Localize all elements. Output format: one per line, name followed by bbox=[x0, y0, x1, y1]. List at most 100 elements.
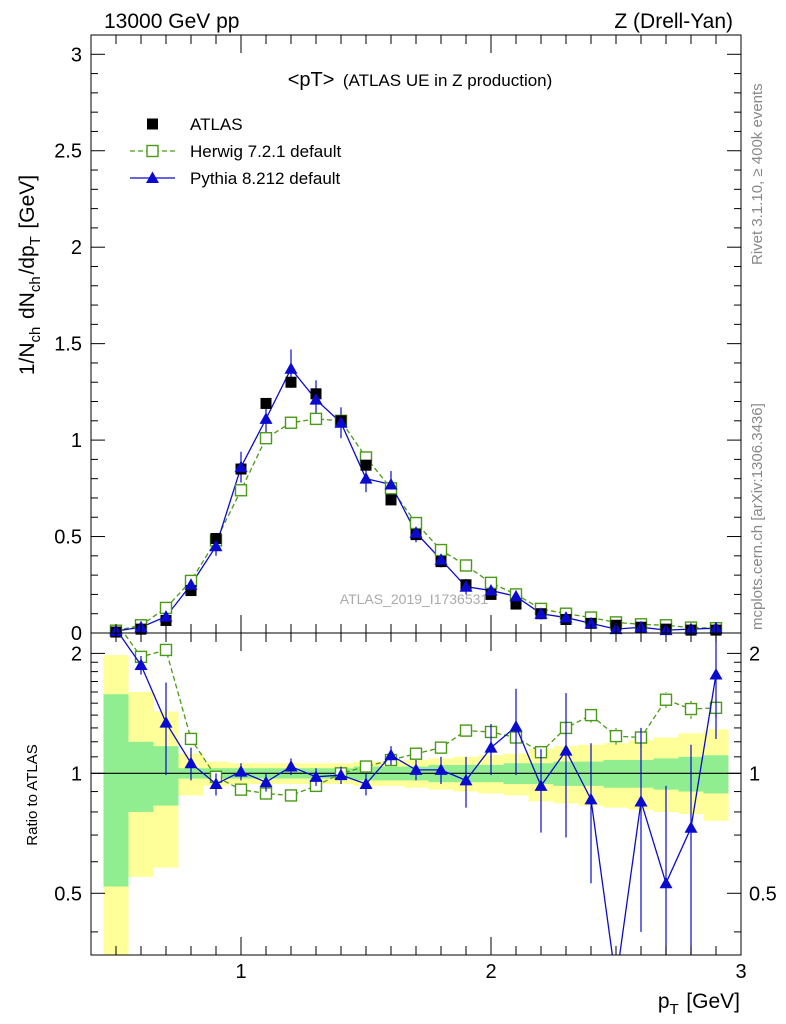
pythia-ratio-marker bbox=[559, 744, 573, 756]
main-y-tick-label: 1.5 bbox=[54, 334, 82, 356]
pythia-ratio-marker bbox=[584, 792, 598, 805]
legend: ATLAS Herwig 7.2.1 default Pythia 8.212 de… bbox=[130, 115, 341, 188]
main-y-tick-label: 2.5 bbox=[54, 141, 82, 163]
herwig-ratio-marker bbox=[234, 783, 248, 796]
herwig-ratio-marker bbox=[459, 724, 473, 737]
atlas-marker bbox=[360, 459, 372, 471]
atlas-marker bbox=[210, 532, 222, 544]
herwig-ratio-marker bbox=[284, 789, 298, 802]
legend-item-atlas: ATLAS bbox=[147, 115, 243, 134]
ratio-series-group bbox=[109, 633, 723, 987]
pythia-ratio-marker bbox=[359, 777, 373, 790]
herwig-marker bbox=[284, 416, 298, 429]
pythia-ratio-marker bbox=[534, 779, 548, 791]
pythia-ratio-marker bbox=[659, 876, 673, 889]
herwig-ratio-marker bbox=[184, 732, 198, 746]
pythia-marker bbox=[184, 578, 198, 590]
pythia-marker bbox=[234, 460, 248, 473]
pythia-marker bbox=[334, 416, 348, 428]
pythia-ratio-marker bbox=[434, 763, 448, 775]
pythia-marker bbox=[459, 580, 473, 592]
plot-title-main: <pT> bbox=[288, 69, 335, 91]
pythia-marker bbox=[434, 553, 448, 565]
pythia-marker bbox=[534, 607, 548, 619]
pythia-ratio-marker bbox=[159, 716, 173, 728]
process-label: Z (Drell-Yan) bbox=[614, 10, 733, 33]
pythia-ratio-marker bbox=[134, 658, 148, 671]
pythia-ratio-marker bbox=[209, 777, 223, 790]
analysis-watermark: ATLAS_2019_I1736531 bbox=[340, 591, 489, 607]
atlas-marker bbox=[185, 585, 197, 597]
pythia-marker bbox=[159, 610, 173, 622]
mcplots-side-label: mcplots.cern.ch [arXiv:1306.3436] bbox=[749, 403, 766, 630]
herwig-ratio-marker bbox=[659, 693, 673, 706]
pythia-ratio-marker bbox=[484, 741, 498, 753]
herwig-ratio-marker bbox=[409, 747, 423, 760]
legend-label: ATLAS bbox=[190, 115, 243, 134]
pythia-marker bbox=[484, 584, 498, 596]
pythia-ratio-marker bbox=[509, 720, 523, 732]
uncertainty-band-inner bbox=[703, 755, 729, 794]
herwig-ratio-marker bbox=[359, 760, 373, 773]
ratio-y-tick-label-right: 0.5 bbox=[749, 883, 777, 905]
legend-herwig-marker bbox=[146, 144, 159, 158]
legend-item-herwig: Herwig 7.2.1 default bbox=[130, 142, 341, 161]
pythia-marker bbox=[209, 539, 223, 552]
pythia-marker bbox=[409, 526, 423, 538]
legend-atlas-marker bbox=[147, 118, 158, 130]
herwig-ratio-marker bbox=[584, 708, 598, 722]
herwig-ratio-marker bbox=[434, 741, 448, 754]
main-plot-panel: 0 0.5 1 1.5 2 2.5 3 1/Nch dNch /dpT [GeV] <pT>… bbox=[16, 34, 742, 645]
pythia-marker bbox=[259, 412, 273, 424]
pythia-marker bbox=[309, 393, 323, 405]
atlas-marker bbox=[385, 494, 397, 506]
main-y-tick-label: 0 bbox=[71, 623, 82, 645]
main-y-axis-label: 1/Nch dNch /dpT [GeV] bbox=[16, 175, 44, 375]
uncertainty-band-inner bbox=[128, 741, 154, 812]
main-y-tick-label: 0.5 bbox=[54, 527, 82, 549]
pythia-marker bbox=[584, 616, 598, 629]
herwig-marker bbox=[309, 412, 323, 426]
atlas-marker bbox=[260, 397, 272, 409]
rivet-side-label: Rivet 3.1.10, ≥ 400k events bbox=[749, 83, 766, 265]
ratio-y-tick-label-left: 1 bbox=[71, 763, 82, 785]
plot-title: <pT> (ATLAS UE in Z production) bbox=[288, 69, 553, 91]
atlas-marker bbox=[510, 598, 522, 610]
pythia-ratio-marker bbox=[634, 794, 648, 807]
pythia-ratio-marker bbox=[384, 748, 398, 761]
ratio-plot-panel: 0.5 0.5 1 1 2 2 1 2 3 Ratio to ATLAS pT [GeV] bbox=[24, 632, 777, 1018]
ratio-y-tick-label-right: 1 bbox=[749, 763, 760, 785]
legend-label: Herwig 7.2.1 default bbox=[190, 142, 341, 161]
energy-label: 13000 GeV pp bbox=[104, 10, 239, 33]
herwig-marker bbox=[459, 559, 473, 572]
pythia-ratio-marker bbox=[684, 821, 698, 833]
pythia-marker bbox=[559, 611, 573, 623]
pythia-marker bbox=[359, 472, 373, 484]
legend-label: Pythia 8.212 default bbox=[190, 169, 341, 188]
atlas-marker bbox=[285, 376, 297, 388]
pythia-ratio-marker bbox=[709, 668, 723, 680]
pythia-marker bbox=[384, 477, 398, 490]
pythia-ratio-marker bbox=[259, 775, 273, 788]
legend-item-pythia: Pythia 8.212 default bbox=[130, 169, 341, 188]
main-plot-frame bbox=[90, 34, 742, 634]
pythia-marker bbox=[509, 589, 523, 602]
pythia-ratio-marker bbox=[309, 770, 323, 782]
x-tick-label: 2 bbox=[485, 961, 496, 983]
ratio-y-tick-label-left: 0.5 bbox=[54, 883, 82, 905]
pythia-ratio-marker bbox=[284, 760, 298, 772]
pythia-ratio-marker bbox=[610, 975, 623, 987]
x-tick-label: 1 bbox=[235, 961, 246, 983]
uncertainty-band-inner bbox=[103, 694, 129, 887]
plot-title-sub: (ATLAS UE in Z production) bbox=[343, 71, 552, 90]
herwig-ratio-marker bbox=[609, 729, 623, 743]
main-y-tick-label: 3 bbox=[71, 44, 82, 66]
herwig-marker bbox=[234, 484, 248, 497]
ratio-y-tick-label-left: 2 bbox=[71, 643, 82, 665]
pythia-ratio-marker bbox=[184, 756, 198, 769]
pythia-ratio-marker bbox=[234, 765, 248, 777]
legend-pythia-marker bbox=[146, 171, 159, 183]
main-y-tick-label: 1 bbox=[71, 430, 82, 452]
herwig-ratio-marker bbox=[159, 643, 173, 657]
